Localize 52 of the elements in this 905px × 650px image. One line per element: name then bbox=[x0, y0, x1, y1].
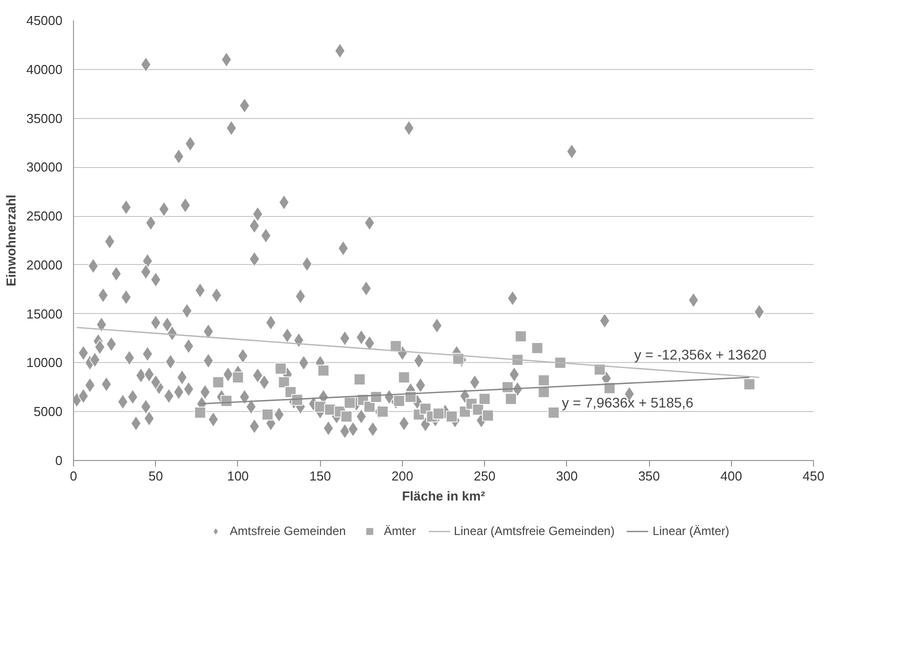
point bbox=[354, 373, 366, 386]
point bbox=[743, 378, 756, 390]
x-axis-title: Fläche in km² bbox=[402, 488, 486, 504]
y-tick-label: 45000 bbox=[26, 13, 63, 28]
point bbox=[318, 364, 330, 376]
point bbox=[212, 376, 224, 388]
y-tick-label: 35000 bbox=[26, 110, 63, 126]
y-tick-label: 30000 bbox=[26, 160, 63, 175]
point bbox=[478, 393, 491, 405]
point bbox=[262, 408, 274, 420]
point bbox=[505, 393, 517, 405]
point bbox=[340, 410, 352, 422]
x-tick-label: 50 bbox=[148, 468, 163, 484]
point bbox=[194, 406, 206, 418]
point bbox=[364, 400, 376, 413]
y-tick-label: 15000 bbox=[26, 306, 63, 322]
point bbox=[344, 396, 356, 409]
y-tick-label: 10000 bbox=[26, 355, 63, 370]
point bbox=[432, 408, 444, 420]
point bbox=[398, 371, 410, 384]
point bbox=[482, 410, 494, 422]
x-tick-label: 450 bbox=[802, 468, 824, 484]
point bbox=[514, 330, 527, 342]
x-tick-label: 100 bbox=[227, 468, 249, 484]
legend-label: Linear (Amtsfreie Gemeinden) bbox=[454, 524, 615, 538]
legend-label: Linear (Ämter) bbox=[652, 524, 730, 538]
x-tick-label: 250 bbox=[474, 468, 496, 484]
y-tick-label: 5000 bbox=[34, 404, 62, 420]
y-tick-label: 40000 bbox=[26, 62, 63, 77]
x-tick-label: 400 bbox=[720, 468, 742, 484]
annotation: y = -12,356x + 13620 bbox=[634, 346, 767, 363]
legend-label: Amtsfreie Gemeinden bbox=[230, 524, 346, 538]
point bbox=[376, 406, 389, 418]
y-tick-label: 0 bbox=[55, 453, 63, 468]
x-tick-label: 150 bbox=[309, 468, 332, 484]
y-tick-label: 20000 bbox=[26, 257, 63, 272]
point bbox=[393, 394, 405, 407]
point bbox=[531, 342, 544, 354]
x-tick-label: 300 bbox=[556, 468, 578, 484]
point bbox=[548, 406, 560, 418]
y-tick-label: 25000 bbox=[26, 208, 63, 224]
point bbox=[232, 371, 244, 384]
legend-label: Ämter bbox=[384, 524, 416, 538]
x-tick-label: 0 bbox=[70, 468, 78, 484]
point bbox=[446, 410, 458, 422]
point bbox=[278, 376, 290, 388]
point bbox=[538, 374, 550, 386]
x-tick-label: 200 bbox=[392, 468, 414, 484]
x-tick-label: 350 bbox=[638, 468, 660, 484]
annotation: y = 7,9636x + 5185,6 bbox=[562, 394, 694, 411]
point bbox=[274, 362, 287, 374]
y-axis-title: Einwohnerzahl bbox=[3, 194, 18, 286]
